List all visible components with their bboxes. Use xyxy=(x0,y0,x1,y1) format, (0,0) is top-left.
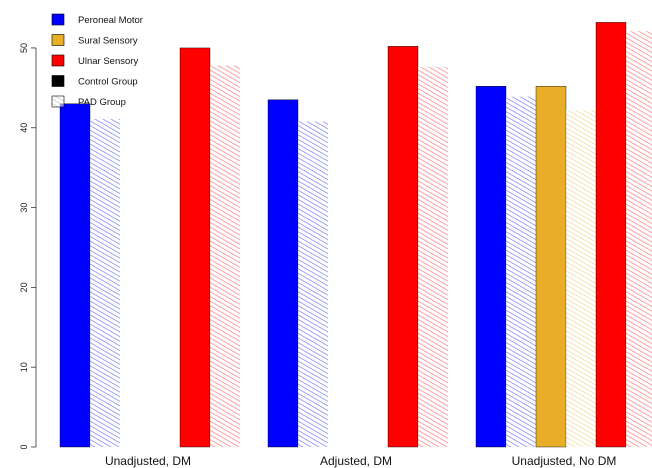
bar-ulnar-sensory-pad-group xyxy=(418,67,448,447)
legend-swatch xyxy=(51,75,65,87)
x-axis-labels: Unadjusted, DM Adjusted, DM Unadjusted, No… xyxy=(105,454,616,468)
y-tick-label: 10 xyxy=(19,362,29,372)
y-tick-label: 30 xyxy=(19,203,29,213)
y-tick-label: 40 xyxy=(19,123,29,133)
legend: Peroneal Motor Sural Sensory Ulnar Sensory… xyxy=(51,13,143,108)
bar-ulnar-sensory-control-group xyxy=(595,22,627,448)
legend-label: PAD Group xyxy=(78,97,126,108)
legend-swatch xyxy=(51,13,65,26)
category-label: Unadjusted, No DM xyxy=(512,454,617,468)
legend-swatch xyxy=(51,34,65,46)
bar-peroneal-motor-control-group xyxy=(59,103,91,448)
y-tick-label: 0 xyxy=(19,444,29,449)
y-axis: 0 10 20 30 40 50 xyxy=(19,43,37,450)
legend-swatch xyxy=(51,95,65,108)
y-tick-label: 50 xyxy=(19,43,29,53)
legend-label: Sural Sensory xyxy=(78,36,138,47)
bar-ulnar-sensory-control-group xyxy=(387,46,419,448)
legend-label: Peroneal Motor xyxy=(78,15,143,26)
category-label: Unadjusted, DM xyxy=(105,454,191,468)
bar-peroneal-motor-pad-group xyxy=(90,118,120,447)
bar-ulnar-sensory-control-group xyxy=(179,47,211,448)
bar-peroneal-motor-pad-group xyxy=(298,121,328,448)
legend-label: Ulnar Sensory xyxy=(78,56,138,67)
bar-ulnar-sensory-pad-group xyxy=(626,31,652,448)
bar-ulnar-sensory-pad-group xyxy=(210,65,240,447)
bar-peroneal-motor-control-group xyxy=(267,99,299,448)
bar-sural-sensory-pad-group xyxy=(566,110,596,447)
legend-swatch xyxy=(51,54,65,67)
y-tick-label: 20 xyxy=(19,282,29,292)
legend-label: Control Group xyxy=(78,77,138,88)
bar-peroneal-motor-pad-group xyxy=(506,96,536,448)
bar-peroneal-motor-control-group xyxy=(475,86,507,448)
category-label: Adjusted, DM xyxy=(320,454,392,468)
bar-sural-sensory-control-group xyxy=(535,86,567,448)
bars xyxy=(59,22,652,448)
